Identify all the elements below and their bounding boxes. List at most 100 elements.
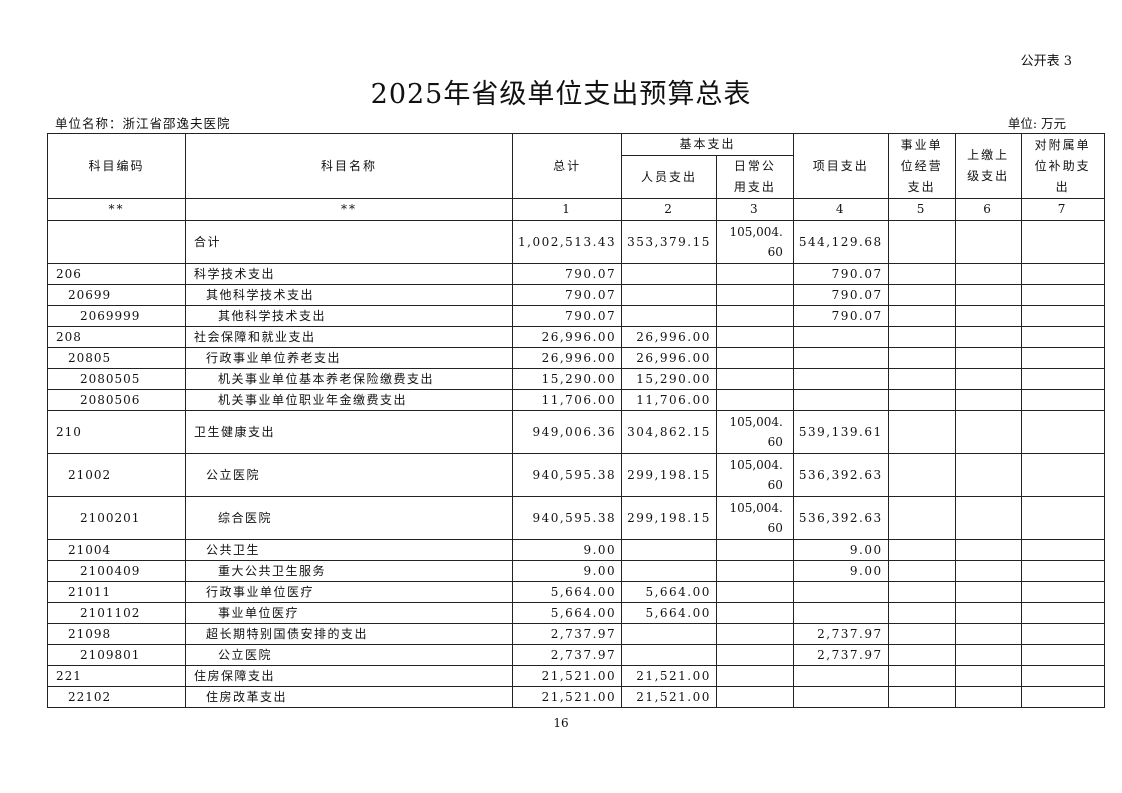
project-cell (792, 686, 889, 708)
personnel-cell: 21,521.00 (621, 686, 717, 708)
project-cell: 9.00 (792, 539, 889, 561)
name-cell: 合计 (185, 220, 513, 264)
code-cell: 2100409 (47, 560, 186, 582)
table-row: 2101102 事业单位医疗 5,664.00 5,664.00 (47, 602, 1105, 624)
daily-cell (715, 326, 794, 348)
project-cell: 790.07 (792, 263, 889, 285)
code-cell: 221 (47, 665, 186, 687)
name-cell: 行政事业单位医疗 (185, 581, 513, 603)
project-cell (792, 326, 889, 348)
subsidy-cell (1020, 305, 1105, 327)
upper-cell (954, 623, 1022, 645)
code-cell: 2080505 (47, 368, 186, 390)
business-cell (887, 220, 956, 264)
personnel-cell (621, 284, 717, 306)
upper-cell (954, 305, 1022, 327)
business-cell (887, 623, 956, 645)
table-row: 20805 行政事业单位养老支出 26,996.00 26,996.00 (47, 347, 1105, 369)
total-cell: 11,706.00 (511, 389, 623, 411)
upper-cell (954, 389, 1022, 411)
business-cell (887, 496, 956, 540)
total-cell: 5,664.00 (511, 602, 623, 624)
name-cell: 超长期特别国债安排的支出 (185, 623, 513, 645)
total-cell: 949,006.36 (511, 410, 623, 454)
total-cell: 790.07 (511, 284, 623, 306)
subsidy-cell (1020, 389, 1105, 411)
upper-cell (954, 368, 1022, 390)
subsidy-cell (1020, 560, 1105, 582)
index-cell: 1 (511, 198, 623, 221)
code-cell: 210 (47, 410, 186, 454)
table-row: 221 住房保障支出 21,521.00 21,521.00 (47, 665, 1105, 687)
total-cell: 9.00 (511, 539, 623, 561)
total-cell: 9.00 (511, 560, 623, 582)
daily-cell (715, 305, 794, 327)
personnel-cell: 304,862.15 (621, 410, 717, 454)
code-cell: 21004 (47, 539, 186, 561)
business-cell (887, 389, 956, 411)
subsidy-cell (1020, 263, 1105, 285)
upper-cell (954, 453, 1022, 497)
business-cell (887, 602, 956, 624)
name-cell: 其他科学技术支出 (185, 305, 513, 327)
index-cell: 4 (792, 198, 889, 221)
subsidy-cell (1020, 539, 1105, 561)
daily-cell (715, 644, 794, 666)
daily-cell (715, 368, 794, 390)
daily-cell: 105,004.60 (715, 410, 794, 454)
total-cell: 2,737.97 (511, 644, 623, 666)
name-cell: 住房保障支出 (185, 665, 513, 687)
personnel-cell: 21,521.00 (621, 665, 717, 687)
business-cell (887, 644, 956, 666)
header-business: 事业单位经营支出 (887, 133, 956, 199)
header-personnel: 人员支出 (621, 155, 717, 199)
business-cell (887, 453, 956, 497)
subsidy-cell (1020, 665, 1105, 687)
upper-cell (954, 602, 1022, 624)
name-cell: 机关事业单位基本养老保险缴费支出 (185, 368, 513, 390)
table-row: 21002 公立医院 940,595.38 299,198.15 105,004.60 5… (47, 453, 1105, 497)
daily-cell: 105,004.60 (715, 496, 794, 540)
name-cell: 卫生健康支出 (185, 410, 513, 454)
daily-cell (715, 263, 794, 285)
personnel-cell (621, 539, 717, 561)
table-row: 20699 其他科学技术支出 790.07 790.07 (47, 284, 1105, 306)
code-cell: 2069999 (47, 305, 186, 327)
page-number: 16 (553, 716, 569, 730)
project-cell (792, 665, 889, 687)
upper-cell (954, 665, 1022, 687)
business-cell (887, 686, 956, 708)
business-cell (887, 368, 956, 390)
table-row: 208 社会保障和就业支出 26,996.00 26,996.00 (47, 326, 1105, 348)
daily-cell (715, 665, 794, 687)
project-cell: 539,139.61 (792, 410, 889, 454)
table-row: 2080506 机关事业单位职业年金缴费支出 11,706.00 11,706.00 (47, 389, 1105, 411)
name-cell: 科学技术支出 (185, 263, 513, 285)
personnel-cell: 26,996.00 (621, 326, 717, 348)
form-number: 公开表 3 (1020, 54, 1072, 69)
table-row: 2069999 其他科学技术支出 790.07 790.07 (47, 305, 1105, 327)
budget-table: 科目编码 科目名称 总计 基本支出 项目支出 事业单位经营支出 上缴上级支出 对… (47, 133, 1105, 708)
project-cell: 544,129.68 (792, 220, 889, 264)
index-cell: 2 (621, 198, 717, 221)
project-cell (792, 347, 889, 369)
header-upper: 上缴上级支出 (954, 133, 1022, 199)
total-cell: 940,595.38 (511, 453, 623, 497)
total-cell: 790.07 (511, 305, 623, 327)
personnel-cell: 299,198.15 (621, 453, 717, 497)
header-code: 科目编码 (47, 133, 186, 199)
project-cell: 2,737.97 (792, 623, 889, 645)
upper-cell (954, 347, 1022, 369)
daily-cell (715, 389, 794, 411)
business-cell (887, 326, 956, 348)
name-cell: 其他科学技术支出 (185, 284, 513, 306)
daily-cell (715, 539, 794, 561)
subsidy-cell (1020, 496, 1105, 540)
personnel-cell (621, 623, 717, 645)
index-cell: ** (185, 198, 513, 221)
name-cell: 社会保障和就业支出 (185, 326, 513, 348)
header-project: 项目支出 (792, 133, 889, 199)
index-cell: ** (47, 198, 186, 221)
name-cell: 重大公共卫生服务 (185, 560, 513, 582)
table-row: 21098 超长期特别国债安排的支出 2,737.97 2,737.97 (47, 623, 1105, 645)
